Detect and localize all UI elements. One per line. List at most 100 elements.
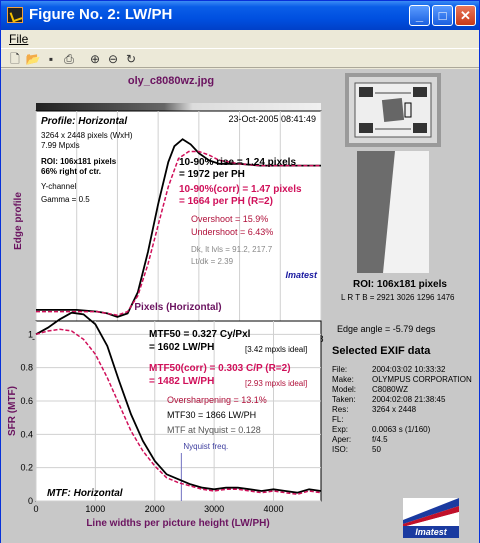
exif-value: 50 [372,445,381,454]
x-tick-label: 3000 [204,504,224,514]
dk-lt-text: Dk, lt lvls = 91.2, 217.7 [191,245,273,254]
y-tick-label: 0.2 [20,463,33,473]
exif-value: 2004:02:08 21:38:45 [372,395,446,404]
y-tick-label: 0 [28,496,33,506]
matlab-icon [7,7,23,23]
x-tick-label: 2000 [145,504,165,514]
edge-info-3: 66% right of ctr. [41,167,101,176]
exif-key: Make: [332,375,354,384]
logo-text: Imatest [415,527,448,537]
exif-key: Taken: [332,395,356,404]
zoom-out-icon[interactable]: ⊖ [107,52,119,66]
edge-ylabel: Edge profile [13,192,24,250]
exif-key: File: [332,365,348,374]
rise-ph-text: = 1972 per PH [179,169,245,180]
mtf-tick-labels: 0 1000 2000 3000 4000 0 0.2 0.4 0.6 0.8 1 [20,329,283,514]
exif-title: Selected EXIF data [332,345,431,357]
x-tick-label: 0 [33,504,38,514]
exif-value: 3264 x 2448 [372,405,417,414]
title-bar[interactable]: Figure No. 2: LW/PH _ □ ✕ [1,1,479,30]
new-icon[interactable]: 🗋 [10,52,20,66]
edge-xlabel: Pixels (Horizontal) [134,302,221,313]
measured-line [35,311,322,494]
mtf-grid [35,321,321,502]
exif-value: OLYMPUS CORPORATION [372,375,472,384]
y-tick-label: 0.4 [20,429,33,439]
mtf50-corr-text: MTF50(corr) = 0.303 C/P (R=2) [149,363,291,374]
roi-size-text: ROI: 106x181 pixels [353,279,447,290]
save-icon[interactable]: ▪ [48,52,54,66]
mtf50-text: MTF50 = 0.327 Cy/Pxl [149,329,251,340]
rotate-icon[interactable]: ↻ [125,52,137,66]
exif-row: Exp: 0.0063 s (1/160) [332,425,430,434]
y-tick-label: 0.6 [20,396,33,406]
exif-key: Res: [332,405,349,414]
maximize-button[interactable]: □ [432,5,453,26]
lt-dk-text: Lt/dk = 2.39 [191,257,234,266]
edge-strip [36,103,321,111]
window-title: Figure No. 2: LW/PH [29,6,173,23]
mtf30-text: MTF30 = 1866 LW/PH [167,410,256,420]
edge-info-4: Y-channel [41,182,77,191]
mtf-panel-label: MTF: Horizontal [47,488,123,499]
exif-key: Model: [332,385,357,394]
edge-info-1: 7.99 Mpxls [41,141,80,150]
open-icon[interactable]: 📂 [25,52,41,66]
exif-value: 2004:03:02 10:33:32 [372,365,446,374]
charts-canvas: -6-4-202468 Profile: Horizontal 23-Oct-2… [7,103,324,529]
y-tick-label: 1 [28,329,33,339]
exif-row: ISO: 50 [332,445,381,454]
y-tick-label: 0.8 [20,363,33,373]
exif-row: FL: [332,415,372,424]
menu-bar: File [1,30,479,48]
mtf50-lwph-text: = 1602 LW/PH [149,342,214,353]
close-button[interactable]: ✕ [455,5,476,26]
exif-row: Aper: f/4.5 [332,435,388,444]
x-tick-label: 1000 [85,504,105,514]
test-chart-thumbnail [345,73,441,147]
rise-text: 10-90% rise = 1.24 pixels [179,157,296,168]
profile-label: Profile: Horizontal [41,116,127,127]
mtf50-corr-ideal-text: [2.93 mpxls ideal] [245,379,307,388]
corrected-line [36,150,321,316]
nyquist-label: Nyquist freq. [183,442,228,451]
exif-key: Exp: [332,425,349,434]
exif-key: ISO: [332,445,349,454]
corrected-line [35,328,322,496]
imatest-logo: Imatest [403,498,459,538]
mtf-ylabel: SFR (MTF) [7,386,18,436]
undershoot-text: Undershoot = 6.43% [191,227,273,237]
zoom-in-icon[interactable]: ⊕ [89,52,101,66]
edge-info-2: ROI: 106x181 pixels [41,157,117,166]
edge-angle-text: Edge angle = -5.79 degs [337,324,436,334]
edge-lines [36,138,321,318]
exif-key: FL: [332,415,344,424]
roi-lrtb-text: L R T B = 2921 3026 1296 1476 [341,293,455,302]
print-icon[interactable]: ⎙ [64,52,74,66]
exif-value: C8080WZ [372,385,409,394]
toolbar: 🗋 📂 ▪ ⎙ ⊕ ⊖ ↻ [1,48,479,68]
edge-info-5: Gamma = 0.5 [41,195,90,204]
edge-brand: Imatest [285,270,318,280]
nyquist-mtf-text: MTF at Nyquist = 0.128 [167,425,261,435]
exif-row: File: 2004:03:02 10:33:32 [332,365,445,374]
roi-image [357,151,429,273]
edge-grid [35,111,322,331]
exif-row: Res: 3264 x 2448 [332,405,416,414]
exif-value: f/4.5 [372,435,388,444]
edge-plot-area [35,110,322,332]
file-name: oly_c8080wz.jpg [127,75,215,87]
exif-value: 0.0063 s (1/160) [372,425,431,434]
exif-key: Aper: [332,435,352,444]
rise-corr-ph-text: = 1664 per PH (R=2) [179,196,273,207]
mtf-lines [35,311,322,496]
edge-info-0: 3264 x 2448 pixels (WxH) [41,131,133,140]
exif-row: Taken: 2004:02:08 21:38:45 [332,395,445,404]
oversharpening-text: Oversharpening = 13.1% [167,395,267,405]
mtf50-ideal-text: [3.42 mpxls ideal] [245,345,307,354]
minimize-button[interactable]: _ [409,5,430,26]
mtf-xlabel: Line widths per picture height (LW/PH) [86,518,269,529]
overshoot-text: Overshoot = 15.9% [191,214,268,224]
menu-file[interactable]: File [9,32,29,46]
